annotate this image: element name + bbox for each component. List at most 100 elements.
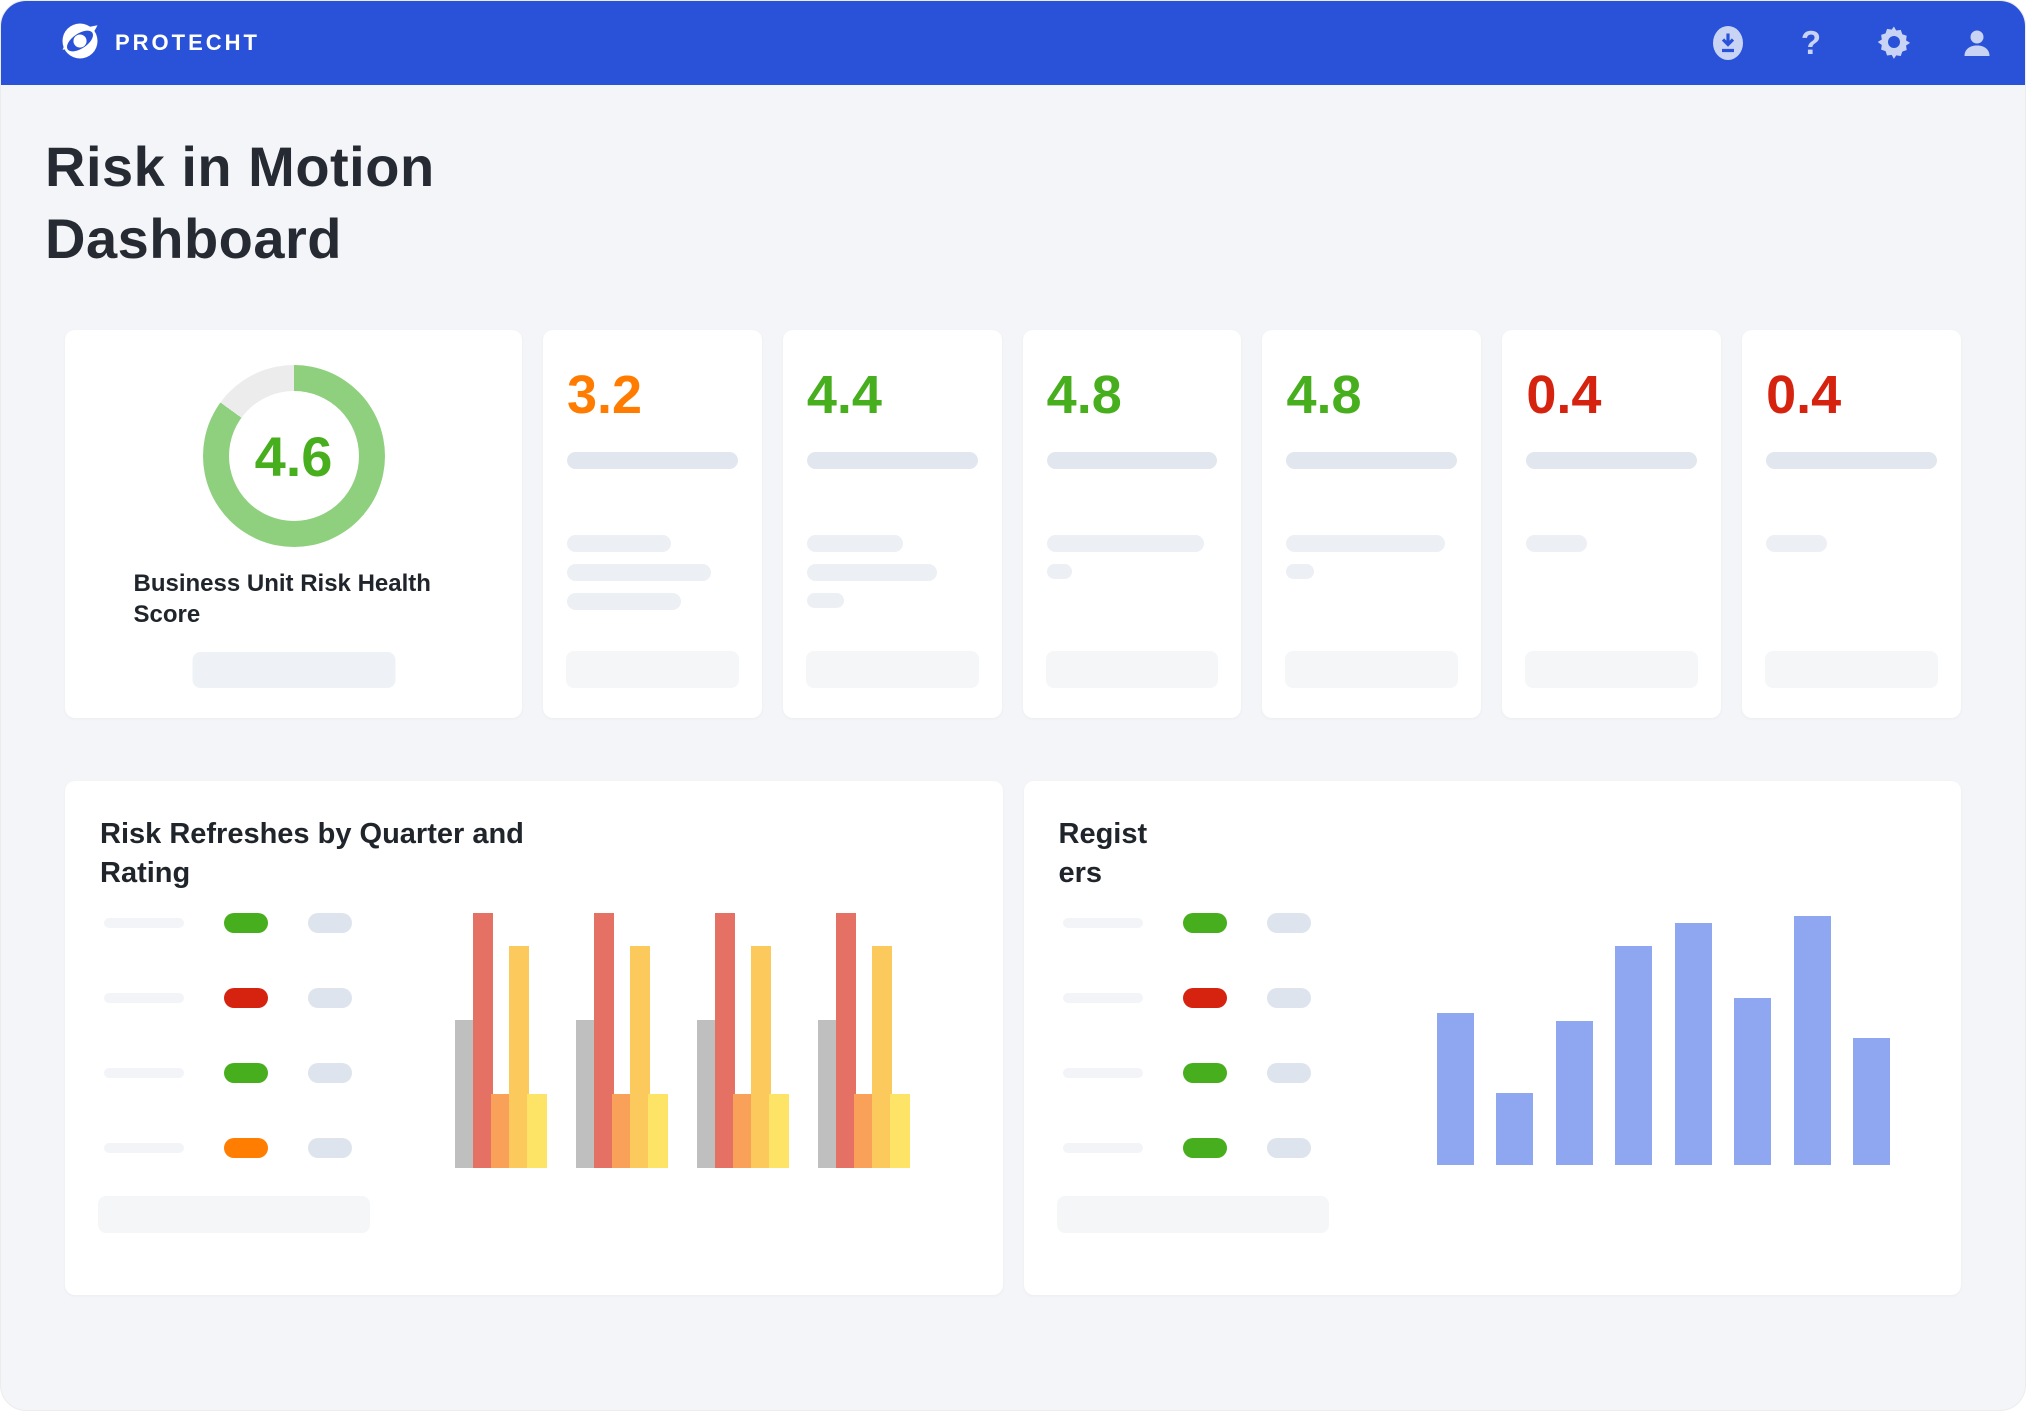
skeleton-line	[1526, 535, 1588, 553]
skeleton-line	[1062, 918, 1143, 929]
brand-name: PROTECHT	[115, 30, 260, 55]
bar-group	[818, 913, 910, 1169]
bar	[1555, 1021, 1593, 1166]
bar-gray	[697, 1020, 717, 1169]
skeleton-bar	[98, 1196, 370, 1234]
bar-gray	[455, 1020, 475, 1169]
legend-gray-pill	[308, 913, 352, 934]
registers-card[interactable]: Regist ers	[1023, 781, 1961, 1296]
kpi-value: 4.8	[1286, 365, 1362, 426]
brand[interactable]: PROTECHT	[59, 20, 260, 67]
risk-refreshes-card[interactable]: Risk Refreshes by Quarter and Rating	[65, 781, 1003, 1296]
top-nav: PROTECHT ?	[1, 1, 2025, 85]
bar-orange	[612, 1094, 632, 1169]
kpi-value: 4.4	[806, 365, 882, 426]
bar-yellow	[648, 1094, 668, 1169]
bar-gold	[630, 946, 650, 1169]
legend-gray-pill	[1266, 1063, 1311, 1084]
health-score-donut: 4.6	[202, 365, 385, 548]
bar	[1615, 946, 1653, 1166]
legend-color-pill	[224, 913, 268, 934]
health-score-card[interactable]: 4.6 Business Unit Risk Health Score	[65, 330, 522, 719]
legend-gray-pill	[1266, 1138, 1311, 1159]
registers-legend	[1062, 913, 1311, 1213]
bar-yellow	[769, 1094, 789, 1169]
legend-color-pill	[1182, 913, 1227, 934]
download-icon[interactable]	[1710, 25, 1746, 61]
skeleton-pill	[192, 652, 395, 689]
legend-row	[1062, 913, 1311, 934]
dashboard-body: Risk in Motion Dashboard 4.6 Business Un…	[1, 131, 2025, 1296]
bar	[1793, 916, 1831, 1166]
legend-color-pill	[224, 1063, 268, 1084]
bar-group	[697, 913, 789, 1169]
legend-color-pill	[1182, 1063, 1227, 1084]
bar	[1436, 1013, 1474, 1166]
legend-gray-pill	[1266, 913, 1311, 934]
gear-icon[interactable]	[1876, 25, 1912, 61]
skeleton-line	[806, 535, 903, 553]
skeleton-line	[567, 535, 671, 553]
bar-salmon	[594, 913, 614, 1169]
bar-orange	[491, 1094, 511, 1169]
legend-gray-pill	[308, 1138, 352, 1159]
legend-row	[1062, 988, 1311, 1009]
legend-row	[1062, 1063, 1311, 1084]
bar-gold	[751, 946, 771, 1169]
nav-icons: ?	[1710, 24, 1995, 61]
kpi-value: 3.2	[567, 365, 643, 426]
skeleton-block	[1525, 651, 1699, 689]
skeleton-line	[567, 452, 738, 470]
skeleton-line	[1046, 535, 1204, 553]
kpi-card[interactable]: 0.4	[1742, 330, 1961, 719]
kpi-value: 0.4	[1766, 365, 1842, 426]
kpi-card[interactable]: 4.4	[782, 330, 1002, 719]
kpi-card[interactable]: 0.4	[1502, 330, 1722, 719]
health-score-value: 4.6	[254, 424, 333, 488]
bar	[1853, 1038, 1891, 1166]
legend-color-pill	[1182, 988, 1227, 1009]
legend-gray-pill	[308, 988, 352, 1009]
skeleton-line	[104, 993, 184, 1004]
skeleton-line	[1046, 452, 1218, 470]
skeleton-line	[806, 564, 937, 582]
legend-row	[104, 1063, 352, 1084]
bar-gray	[576, 1020, 596, 1169]
bar-salmon	[715, 913, 735, 1169]
skeleton-line	[1062, 993, 1143, 1004]
legend-row	[1062, 1138, 1311, 1159]
skeleton-bar	[1056, 1196, 1329, 1234]
kpi-row: 4.6 Business Unit Risk Health Score 3.2 4…	[65, 330, 1961, 719]
skeleton-line	[806, 452, 978, 470]
risk-refreshes-chart	[455, 913, 910, 1169]
legend-color-pill	[224, 1138, 268, 1159]
skeleton-line	[1046, 564, 1072, 580]
skeleton-line	[104, 918, 184, 929]
skeleton-line	[1062, 1068, 1143, 1079]
help-icon[interactable]: ?	[1800, 24, 1822, 61]
kpi-card[interactable]: 3.2	[543, 330, 762, 719]
kpi-card[interactable]: 4.8	[1262, 330, 1482, 719]
skeleton-line	[104, 1068, 184, 1079]
bar-orange	[733, 1094, 753, 1169]
bar-gray	[818, 1020, 838, 1169]
donut-hole: 4.6	[228, 391, 359, 522]
bar-yellow	[527, 1094, 547, 1169]
bar	[1734, 998, 1772, 1166]
skeleton-line	[1766, 452, 1937, 470]
registers-chart	[1436, 916, 1891, 1166]
user-icon[interactable]	[1959, 25, 1995, 61]
legend-color-pill	[224, 988, 268, 1009]
skeleton-line	[1766, 535, 1828, 553]
kpi-card[interactable]: 4.8	[1022, 330, 1242, 719]
bar-salmon	[836, 913, 856, 1169]
skeleton-line	[1286, 564, 1315, 580]
skeleton-block	[805, 651, 979, 689]
risk-refreshes-title: Risk Refreshes by Quarter and Rating	[100, 818, 524, 890]
skeleton-line	[1062, 1143, 1143, 1154]
skeleton-line	[567, 593, 681, 611]
registers-title: Regist ers	[1058, 818, 1148, 890]
page-title: Risk in Motion Dashboard	[45, 135, 435, 270]
bar-gold	[872, 946, 892, 1169]
skeleton-block	[1285, 651, 1459, 689]
